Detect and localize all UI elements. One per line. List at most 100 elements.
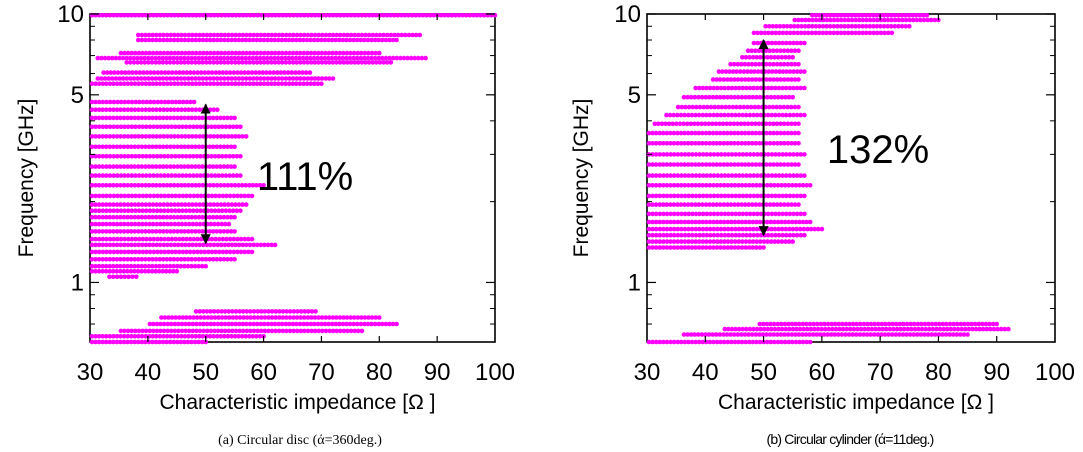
data-point (178, 229, 184, 234)
data-point (194, 208, 200, 213)
data-point (802, 173, 807, 178)
data-point (178, 164, 184, 169)
data-point (697, 211, 702, 217)
data-point (688, 94, 694, 100)
data-point (147, 321, 153, 327)
data-point (125, 107, 131, 112)
data-point (187, 193, 193, 199)
data-point (345, 60, 350, 65)
data-point (740, 112, 745, 118)
data-point (814, 17, 819, 23)
y-tick-label: 5 (628, 82, 641, 109)
data-point (115, 193, 120, 199)
data-point (175, 339, 180, 345)
data-point (683, 104, 688, 110)
data-point (182, 164, 187, 169)
data-point (675, 183, 680, 188)
data-point (253, 55, 259, 61)
data-point (247, 37, 252, 43)
data-point (789, 48, 794, 53)
data-point (836, 332, 841, 337)
data-point (177, 70, 182, 75)
data-point (247, 242, 253, 248)
data-point (779, 339, 784, 345)
data-point (772, 326, 778, 332)
data-point (168, 81, 174, 86)
data-point (802, 24, 808, 29)
data-point (177, 236, 182, 242)
data-point (871, 332, 877, 337)
data-point (773, 30, 778, 36)
data-point (193, 107, 199, 112)
data-point (768, 183, 774, 188)
data-point (133, 124, 138, 130)
data-point (290, 81, 296, 86)
data-point (787, 173, 793, 178)
data-point (774, 130, 780, 136)
data-point (302, 328, 307, 334)
data-point (889, 17, 894, 23)
data-point (204, 37, 209, 43)
data-point (831, 24, 837, 29)
data-point (664, 130, 670, 136)
data-point (247, 81, 252, 86)
data-point (307, 70, 313, 75)
data-point (227, 70, 233, 75)
data-point (96, 115, 102, 121)
data-point (796, 162, 801, 167)
data-point (399, 32, 405, 38)
data-point (89, 173, 95, 178)
data-point (222, 328, 228, 334)
data-point (107, 339, 113, 345)
data-point (729, 226, 735, 232)
data-point (892, 24, 898, 29)
data-point (856, 30, 862, 36)
data-point (161, 321, 167, 327)
data-point (266, 315, 271, 320)
data-point (826, 326, 832, 332)
data-point (319, 315, 325, 320)
data-point (249, 249, 255, 255)
data-point (340, 55, 346, 61)
data-point (210, 115, 216, 121)
data-point (833, 326, 839, 332)
data-point (132, 164, 138, 169)
data-point (922, 332, 927, 337)
data-point (220, 154, 225, 159)
data-point (173, 249, 178, 255)
data-point (173, 99, 179, 105)
data-point (223, 315, 228, 320)
data-point (757, 339, 763, 345)
data-point (693, 183, 698, 188)
data-point (187, 173, 192, 178)
data-point (222, 309, 228, 314)
data-point (184, 315, 189, 320)
data-point (722, 152, 728, 157)
data-point (734, 104, 739, 110)
data-point (347, 37, 353, 43)
data-point (779, 226, 785, 232)
data-point (700, 239, 706, 244)
data-point (661, 211, 666, 217)
data-point (714, 339, 720, 345)
data-point (722, 239, 727, 244)
data-point (189, 334, 195, 339)
data-point (690, 211, 695, 217)
data-point (233, 50, 239, 56)
data-point (745, 48, 751, 53)
x-tick-label: 50 (750, 359, 777, 386)
data-point (178, 144, 184, 150)
data-point (286, 37, 292, 43)
data-point (168, 12, 174, 18)
data-point (668, 245, 673, 250)
data-point (160, 60, 166, 65)
data-point (149, 269, 155, 274)
data-point (211, 107, 216, 112)
data-point (100, 193, 106, 199)
data-point (730, 104, 736, 110)
data-point (236, 134, 242, 139)
data-point (258, 328, 264, 334)
data-point (96, 269, 102, 274)
data-point (218, 257, 223, 262)
data-point (309, 12, 314, 18)
